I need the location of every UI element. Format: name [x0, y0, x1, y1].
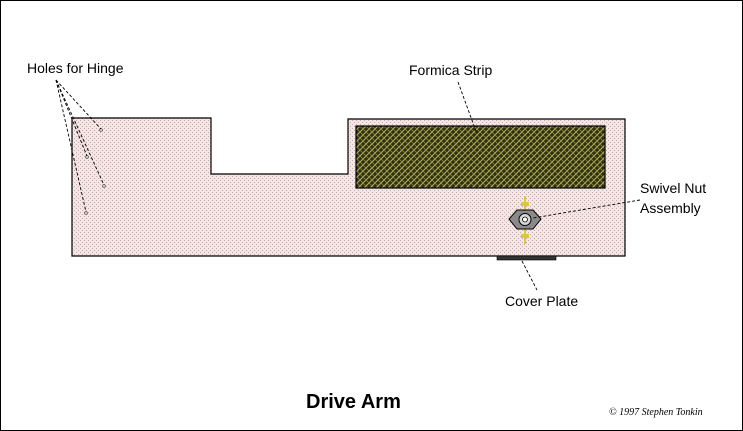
diagram-title: Drive Arm	[306, 391, 401, 413]
label-formica-strip: Formica Strip	[409, 62, 492, 78]
label-swivel-nut-line2: Assembly	[640, 200, 701, 216]
label-swivel-nut-line1: Swivel Nut	[640, 180, 706, 196]
label-holes-for-hinge: Holes for Hinge	[27, 60, 124, 76]
label-cover-plate: Cover Plate	[505, 293, 578, 309]
copyright-notice: © 1997 Stephen Tonkin	[609, 407, 703, 418]
cover-plate	[496, 255, 557, 261]
hinge-hole	[84, 211, 88, 215]
hinge-leader-lines	[55, 79, 105, 213]
formica-leader-line	[457, 81, 478, 135]
cover-plate-leader-line	[521, 260, 538, 291]
swivel-leader-line	[532, 199, 641, 219]
swivel-nut-assembly	[508, 196, 542, 244]
formica-strip	[355, 125, 606, 189]
